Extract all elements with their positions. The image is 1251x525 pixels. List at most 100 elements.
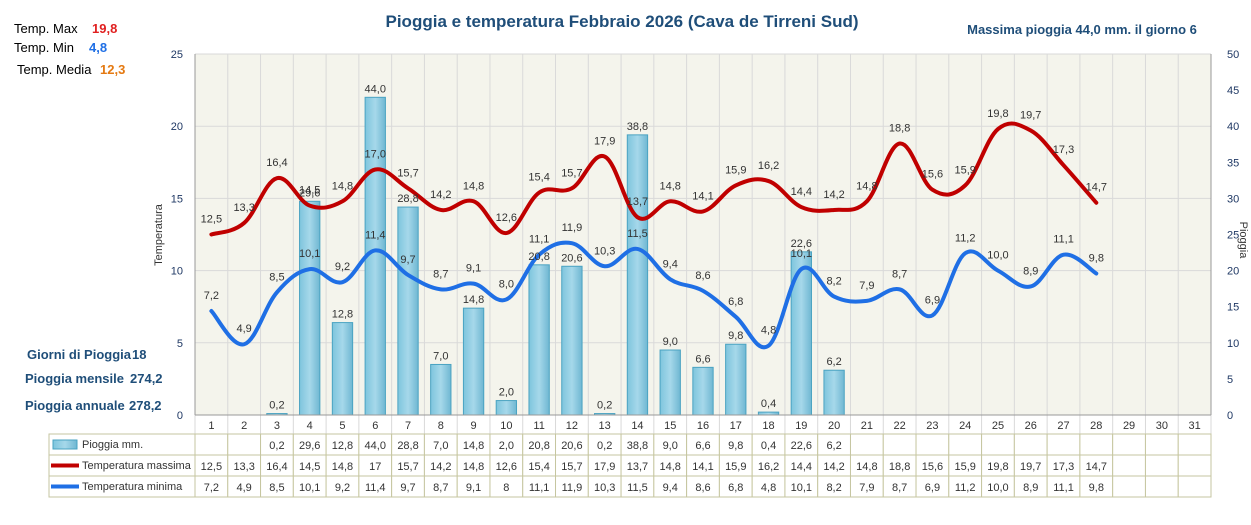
table-value-tmin: 10,1 [299, 482, 320, 494]
y-tick-left: 10 [171, 266, 183, 278]
table-value-tmax: 14,5 [299, 461, 320, 473]
rain-bar [659, 349, 681, 416]
table-value-tmax: 14,2 [823, 461, 844, 473]
tmax-data-label: 15,9 [954, 164, 975, 176]
plot-area [195, 54, 1211, 415]
x-tick-label: 31 [1188, 420, 1200, 432]
table-cell [1177, 433, 1212, 456]
tmax-data-label: 14,8 [856, 180, 877, 192]
tmax-data-label: 19,8 [987, 108, 1008, 120]
x-tick-label: 21 [861, 420, 873, 432]
table-value-tmax: 17,3 [1053, 461, 1074, 473]
y-tick-right: 0 [1227, 410, 1233, 422]
x-tick-label: 28 [1090, 420, 1102, 432]
tmin-data-label: 11,1 [1053, 234, 1074, 246]
y-tick-right: 35 [1227, 157, 1239, 169]
tavg-label: Temp. Media [17, 62, 92, 77]
table-value-tmax: 14,8 [660, 461, 681, 473]
rain-bar [626, 134, 649, 416]
rain-bar [462, 307, 485, 416]
tmin-label: Temp. Min [14, 40, 74, 55]
table-value-tmin: 6,9 [925, 482, 940, 494]
table-value-tmax: 17 [369, 461, 381, 473]
tmax-data-label: 15,6 [922, 169, 943, 181]
table-value-rain: 20,8 [528, 440, 549, 452]
table-value-tmin: 8 [503, 482, 509, 494]
tmin-data-label: 7,9 [859, 280, 874, 292]
table-value-tmax: 15,7 [561, 461, 582, 473]
tmin-data-label: 10,1 [299, 248, 320, 260]
tmax-data-label: 16,2 [758, 160, 779, 172]
table-value-tmax: 15,4 [528, 461, 549, 473]
tmin-data-label: 8,0 [499, 278, 514, 290]
tmax-data-label: 14,7 [1086, 182, 1107, 194]
table-value-tmin: 8,6 [695, 482, 710, 494]
rain-days-label: Giorni di Pioggia [27, 347, 132, 362]
table-cell [1013, 433, 1048, 456]
tmax-data-label: 16,4 [266, 157, 287, 169]
tmax-line [209, 121, 1099, 237]
rain-bar [692, 366, 714, 416]
rain-bar [331, 322, 354, 416]
table-value-tmin: 8,7 [892, 482, 907, 494]
tmax-data-label: 17,3 [1053, 144, 1074, 156]
tmin-data-label: 4,9 [237, 323, 252, 335]
table-value-rain: 29,6 [299, 440, 320, 452]
rain-data-label: 6,2 [826, 356, 841, 368]
table-value-tmin: 9,7 [400, 482, 415, 494]
x-tick-label: 1 [208, 420, 214, 432]
tmin-data-label: 8,2 [826, 276, 841, 288]
legend-rain-swatch [52, 439, 78, 450]
y-tick-right: 25 [1227, 230, 1239, 242]
tavg-value: 12,3 [100, 62, 125, 77]
x-tick-label: 22 [894, 420, 906, 432]
tmax-data-label: 15,9 [725, 164, 746, 176]
tmin-data-label: 9,2 [335, 261, 350, 273]
monthly-rain-value: 274,2 [130, 371, 163, 386]
x-tick-label: 15 [664, 420, 676, 432]
tmax-data-label: 14,1 [692, 190, 713, 202]
table-value-rain: 0,2 [597, 440, 612, 452]
rain-data-label: 20,8 [528, 251, 549, 263]
y-tick-left: 15 [171, 193, 183, 205]
tmin-value: 4,8 [89, 40, 107, 55]
tmin-data-label: 9,1 [466, 263, 481, 275]
x-tick-label: 27 [1057, 420, 1069, 432]
table-value-tmin: 9,2 [335, 482, 350, 494]
y-tick-right: 15 [1227, 302, 1239, 314]
data-table: Pioggia mm. 0,2 29,6 12,8 44,0 28,8 7,0 14,8 2,0… [48, 433, 1212, 498]
table-value-tmin: 8,7 [433, 482, 448, 494]
rain-data-label: 9,8 [728, 330, 743, 342]
tmax-data-label: 14,2 [430, 189, 451, 201]
table-cell [1112, 433, 1146, 456]
tmax-data-label: 14,2 [823, 189, 844, 201]
y-tick-right: 5 [1227, 374, 1233, 386]
table-value-tmin: 10,3 [594, 482, 615, 494]
table-value-tmax: 12,5 [201, 461, 222, 473]
table-value-rain: 0,4 [761, 440, 776, 452]
table-value-rain: 9,0 [663, 440, 678, 452]
y-tick-left: 0 [177, 410, 183, 422]
tmin-data-label: 11,4 [365, 229, 386, 241]
y-tick-right: 40 [1227, 121, 1239, 133]
table-value-tmin: 11,4 [365, 482, 386, 494]
table-value-tmin: 8,2 [826, 482, 841, 494]
tmin-data-label: 10,1 [791, 248, 812, 260]
rain-data-label: 6,6 [695, 353, 710, 365]
x-tick-label: 24 [959, 420, 971, 432]
y-tick-right: 45 [1227, 85, 1239, 97]
tmin-data-label: 7,2 [204, 290, 219, 302]
tmin-data-label: 9,4 [663, 258, 678, 270]
table-value-rain: 9,8 [728, 440, 743, 452]
table-value-rain: 6,2 [826, 440, 841, 452]
table-cell [1112, 454, 1146, 477]
table-value-rain: 14,8 [463, 440, 484, 452]
table-value-rain: 2,0 [499, 440, 514, 452]
table-value-rain: 44,0 [365, 440, 386, 452]
table-value-rain: 28,8 [397, 440, 418, 452]
temperature-lines [209, 121, 1099, 350]
table-value-tmax: 14,1 [692, 461, 713, 473]
table-cell [1079, 433, 1114, 456]
